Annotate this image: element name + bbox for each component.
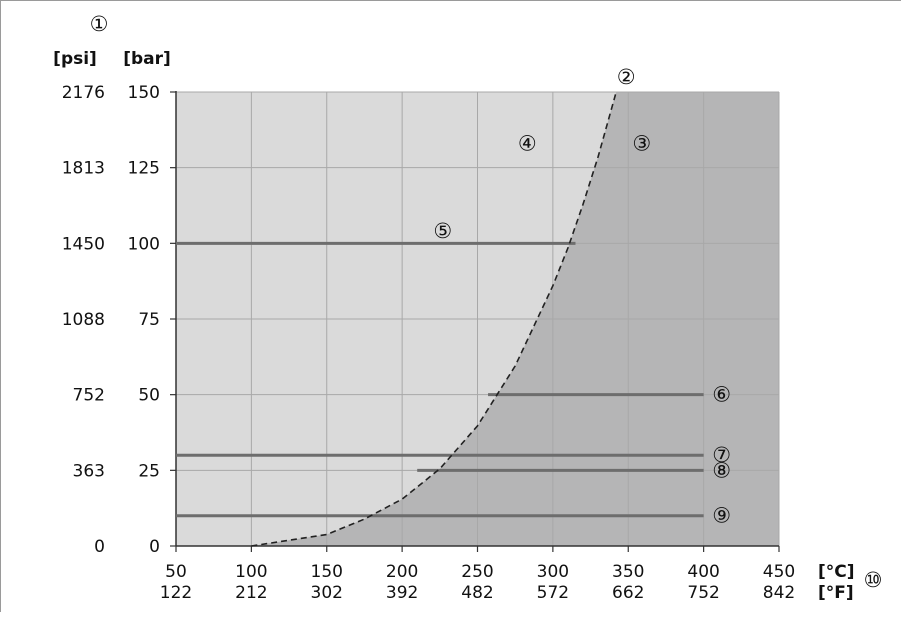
x-tick-label-fahrenheit: 752 <box>687 583 719 603</box>
limit-lines-layer <box>176 241 704 518</box>
limit-line-marker: ⑦ <box>712 443 731 467</box>
region-marker: ④ <box>518 131 537 155</box>
x-tick-label-celsius: 450 <box>763 562 795 582</box>
x-tick-label-celsius: 250 <box>461 562 493 582</box>
saturation-curve <box>251 91 617 547</box>
x-tick-label-celsius: 200 <box>386 562 418 582</box>
x-tick-label-fahrenheit: 392 <box>386 583 418 603</box>
curve-layer <box>251 91 617 547</box>
y-tick-label-bar: 25 <box>138 461 160 481</box>
limit-line-marker: ⑥ <box>712 383 731 407</box>
x-axis-marker: ⑩ <box>864 568 883 592</box>
x-tick-label-celsius: 100 <box>235 562 267 582</box>
y-axis-marker: ① <box>90 12 109 36</box>
x-tick-label-fahrenheit: 302 <box>311 583 343 603</box>
y-tick-label-bar: 100 <box>128 234 160 254</box>
y-unit-psi-label: [psi] <box>53 49 97 69</box>
limit-line-marker: ⑨ <box>712 504 731 528</box>
region-dark <box>251 92 779 546</box>
curve-marker: ② <box>617 65 636 89</box>
y-tick-label-psi: 1813 <box>62 159 105 179</box>
labels-layer: ① [psi] [bar] [°C] [°F] ⑩ 50 100 150 200 250… <box>53 12 882 603</box>
y-tick-label-bar: 50 <box>138 386 160 406</box>
x-tick-label-celsius: 350 <box>612 562 644 582</box>
y-tick-label-psi: 1088 <box>62 310 105 330</box>
x-tick-label-celsius: 150 <box>311 562 343 582</box>
x-unit-celsius-label: [°C] <box>818 562 855 582</box>
y-tick-label-bar: 75 <box>138 310 160 330</box>
y-tick-label-psi: 0 <box>94 537 105 557</box>
limit-line-marker: ⑧ <box>712 458 731 482</box>
x-unit-fahrenheit-label: [°F] <box>818 583 854 603</box>
x-tick-label-fahrenheit: 482 <box>461 583 493 603</box>
x-tick-label-celsius: 400 <box>687 562 719 582</box>
y-tick-label-psi: 752 <box>73 386 105 406</box>
x-tick-label-fahrenheit: 842 <box>763 583 795 603</box>
y-tick-label-bar: 125 <box>128 159 160 179</box>
limit-line-marker: ⑤ <box>433 219 452 243</box>
x-tick-label-fahrenheit: 212 <box>235 583 267 603</box>
x-tick-label-fahrenheit: 572 <box>537 583 569 603</box>
y-tick-label-bar: 0 <box>149 537 160 557</box>
region-marker: ③ <box>632 131 651 155</box>
y-tick-label-psi: 1450 <box>62 234 105 254</box>
x-tick-label-fahrenheit: 122 <box>160 583 192 603</box>
x-tick-label-celsius: 300 <box>537 562 569 582</box>
x-tick-label-celsius: 50 <box>165 562 187 582</box>
y-tick-label-psi: 2176 <box>62 83 105 103</box>
y-unit-bar-label: [bar] <box>123 49 171 69</box>
y-tick-label-bar: 150 <box>128 83 160 103</box>
y-tick-label-psi: 363 <box>73 461 105 481</box>
x-tick-label-fahrenheit: 662 <box>612 583 644 603</box>
grid-layer <box>170 91 780 552</box>
